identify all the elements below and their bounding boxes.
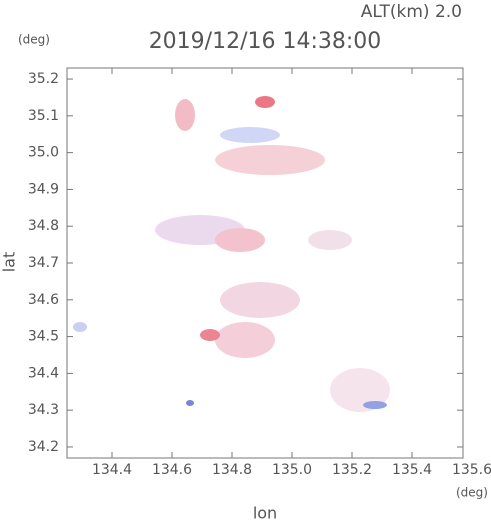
x-tick-label: 135.4 bbox=[392, 462, 432, 478]
x-tick-label: 135.2 bbox=[332, 462, 372, 478]
echo bbox=[215, 228, 265, 252]
echo bbox=[215, 322, 275, 358]
echo bbox=[220, 282, 300, 318]
x-tick-label: 134.4 bbox=[92, 462, 132, 478]
plot-frame bbox=[66, 67, 464, 459]
chart-title: 2019/12/16 14:38:00 bbox=[149, 29, 382, 54]
y-tick-label: 35.0 bbox=[28, 145, 59, 161]
echo bbox=[215, 145, 325, 175]
echo bbox=[308, 230, 352, 250]
y-unit: (deg) bbox=[18, 33, 50, 47]
x-axis-label: lon bbox=[253, 504, 277, 521]
x-tick-label: 134.8 bbox=[212, 462, 252, 478]
x-unit: (deg) bbox=[456, 486, 488, 500]
y-tick-label: 34.9 bbox=[28, 181, 59, 197]
altitude-label: ALT(km) 2.0 bbox=[361, 2, 462, 22]
y-tick-label: 34.5 bbox=[28, 329, 59, 345]
x-tick-label: 135.0 bbox=[272, 462, 312, 478]
echo bbox=[255, 96, 275, 108]
y-tick-label: 34.8 bbox=[28, 218, 59, 234]
y-tick-label: 34.3 bbox=[28, 402, 59, 418]
y-tick-label: 34.2 bbox=[28, 439, 59, 455]
y-axis-label: lat bbox=[0, 252, 19, 273]
echo bbox=[186, 400, 194, 406]
y-tick-label: 34.7 bbox=[28, 255, 59, 271]
y-tick-label: 35.1 bbox=[28, 108, 59, 124]
echo bbox=[220, 127, 280, 143]
echo bbox=[175, 99, 195, 131]
y-tick-label: 34.4 bbox=[28, 365, 59, 381]
x-tick-label: 135.6 bbox=[452, 462, 491, 478]
echo bbox=[73, 322, 87, 332]
echo bbox=[363, 401, 387, 409]
y-tick-label: 34.6 bbox=[28, 292, 59, 308]
echo bbox=[200, 329, 220, 341]
x-tick-label: 134.6 bbox=[152, 462, 192, 478]
echo-field bbox=[73, 96, 390, 412]
y-tick-label: 35.2 bbox=[28, 71, 59, 87]
